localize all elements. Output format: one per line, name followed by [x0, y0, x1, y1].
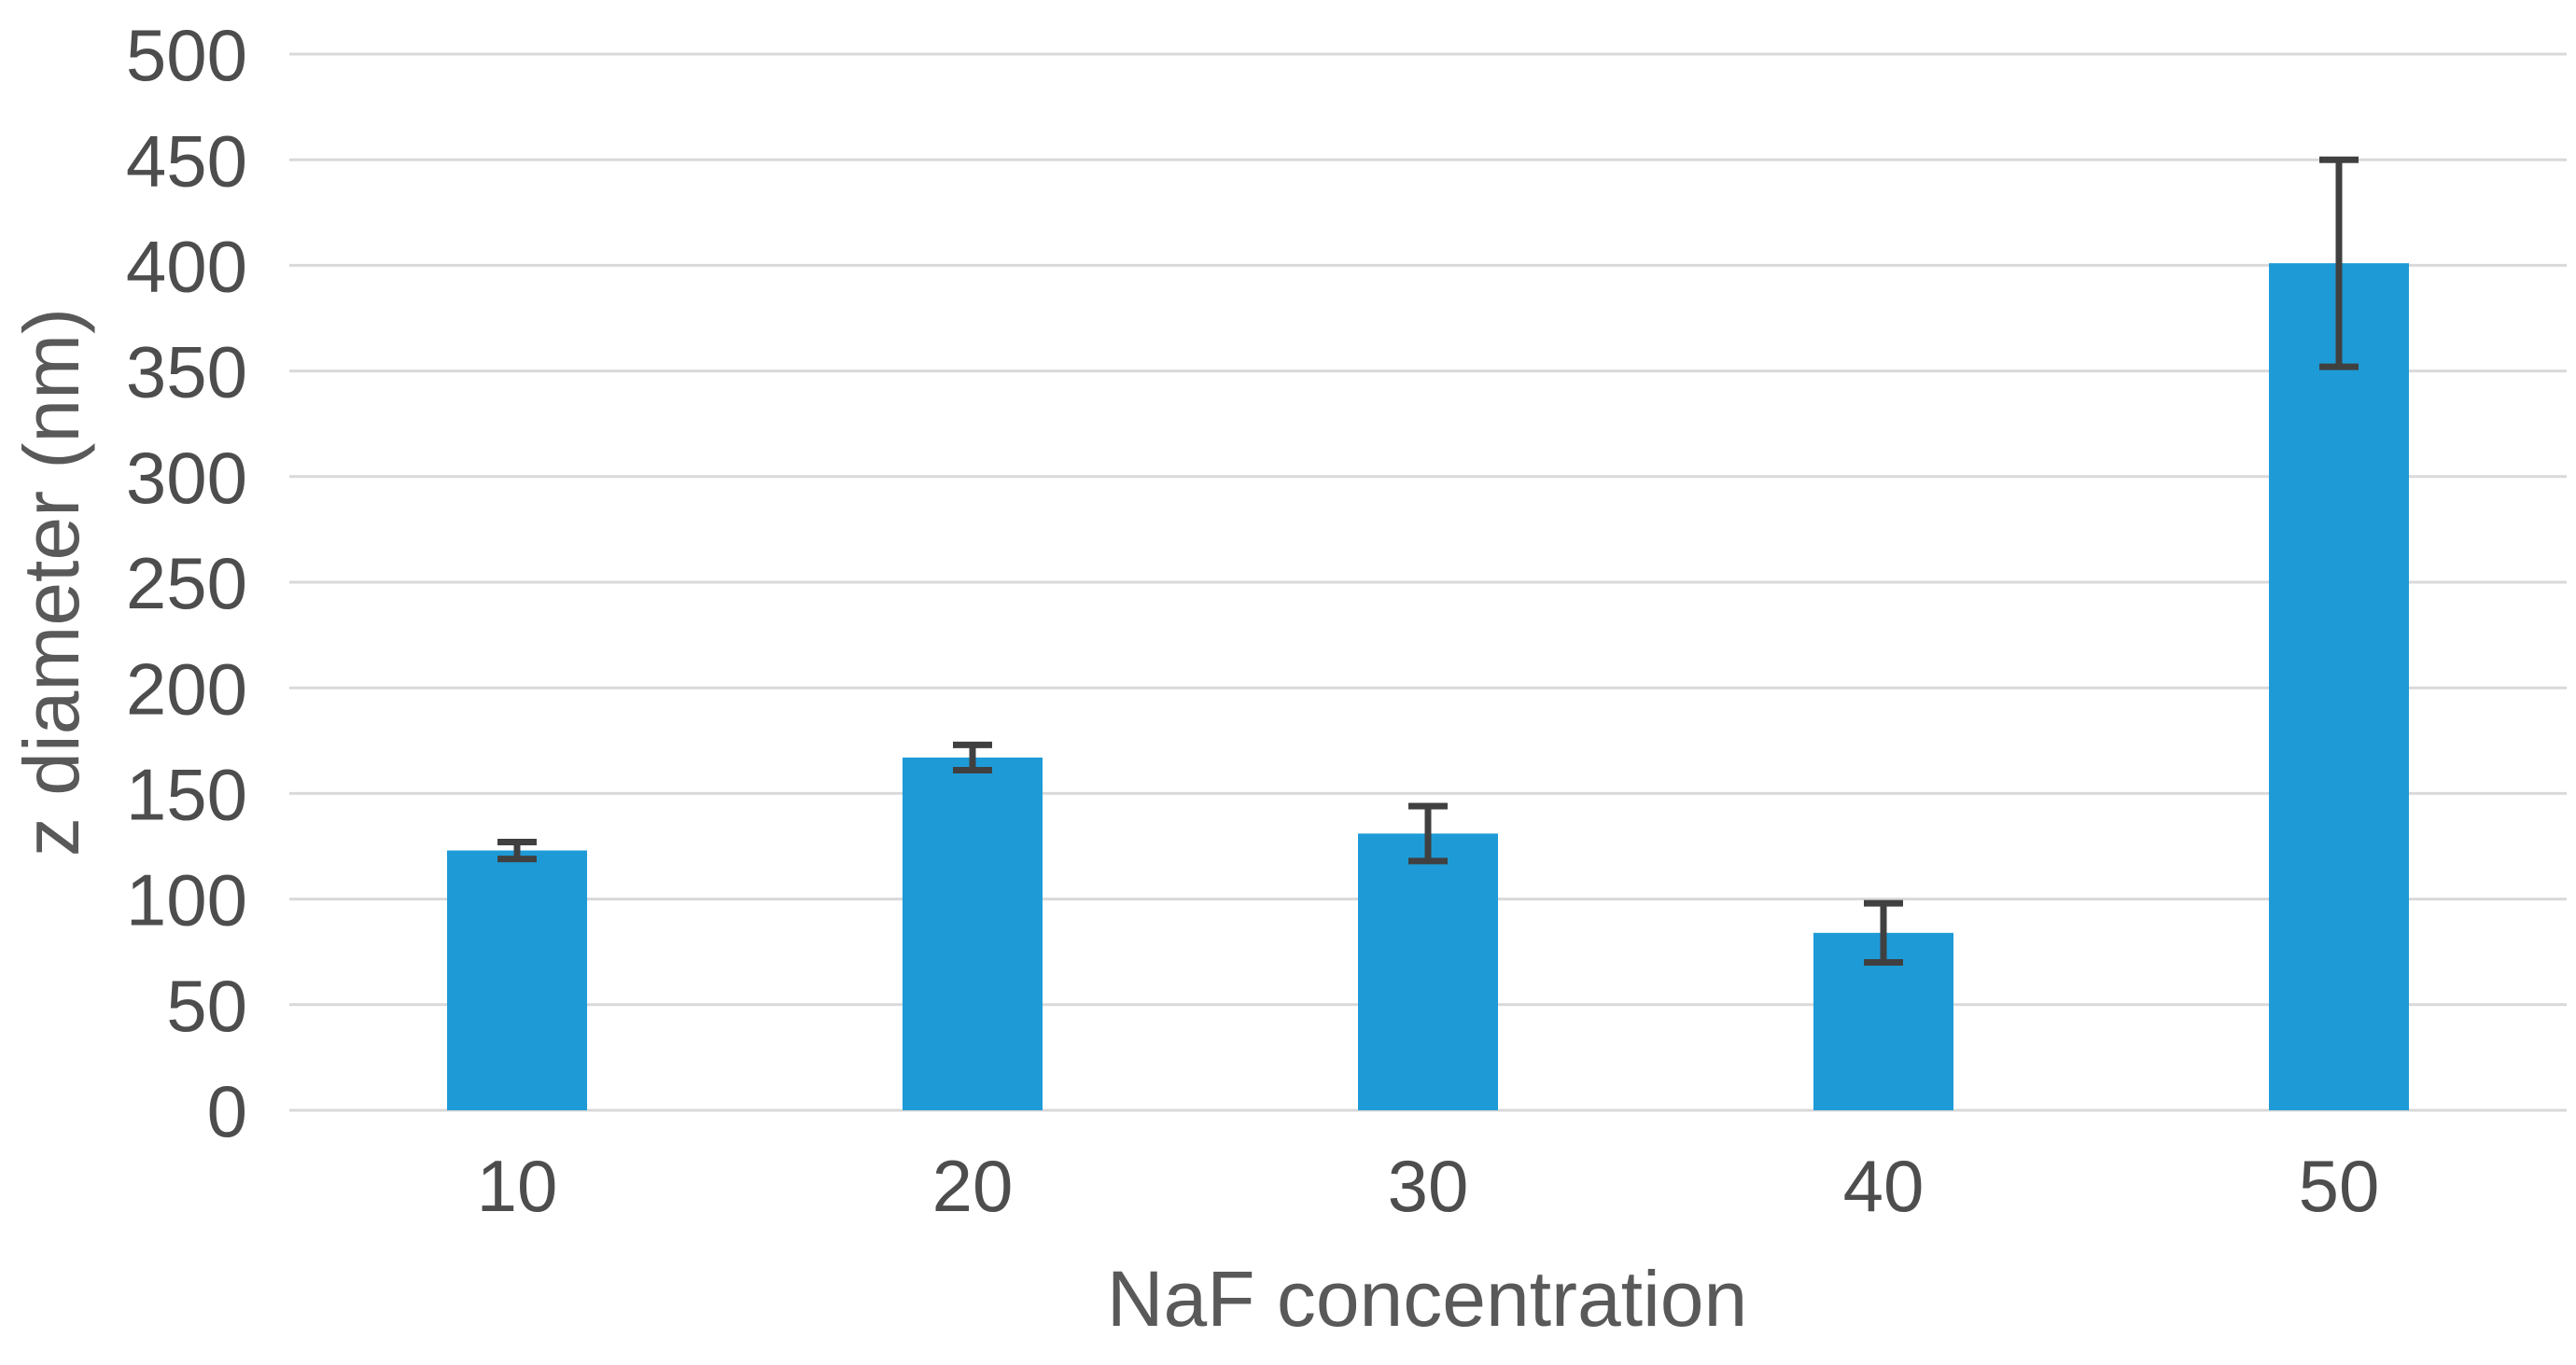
y-tick-label-300: 300 [126, 437, 247, 519]
y-tick-label-100: 100 [126, 859, 247, 941]
x-tick-label-20: 20 [932, 1145, 1014, 1227]
bar-30 [1358, 833, 1498, 1110]
x-tick-label-30: 30 [1388, 1145, 1469, 1227]
y-tick-label-200: 200 [126, 648, 247, 730]
y-tick-label-500: 500 [126, 14, 247, 96]
x-tick-label-10: 10 [477, 1145, 558, 1227]
bar-20 [903, 757, 1043, 1110]
y-tick-label-350: 350 [126, 331, 247, 413]
y-tick-label-150: 150 [126, 753, 247, 835]
bar-50 [2269, 263, 2409, 1110]
bar-10 [447, 850, 587, 1110]
y-tick-label-400: 400 [126, 225, 247, 307]
y-tick-label-0: 0 [207, 1070, 247, 1152]
x-tick-label-40: 40 [1843, 1145, 1925, 1227]
y-tick-label-450: 450 [126, 119, 247, 202]
x-axis-title: NaF concentration [1106, 1255, 1748, 1343]
y-axis-title: z diameter (nm) [7, 307, 95, 857]
x-tick-label-50: 50 [2299, 1145, 2380, 1227]
y-tick-label-250: 250 [126, 542, 247, 624]
y-tick-label-50: 50 [166, 965, 247, 1047]
